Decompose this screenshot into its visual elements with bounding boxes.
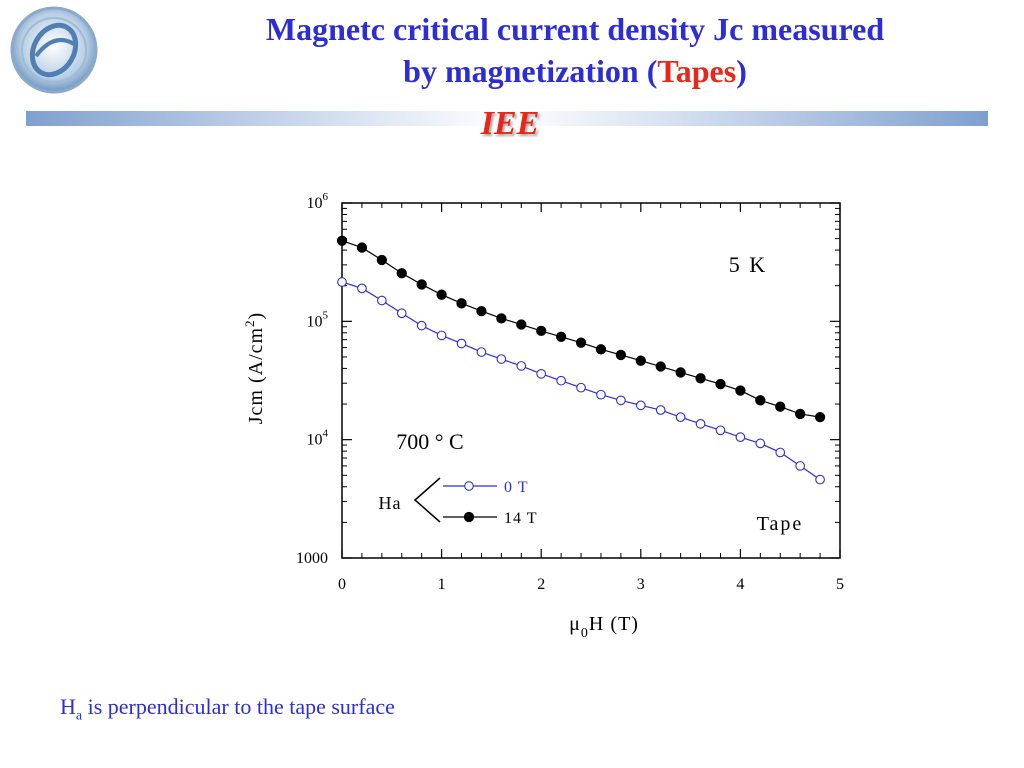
legend-label: 0 T: [504, 479, 528, 496]
y-tick-label: 106: [307, 191, 329, 212]
legend: 0 T 14 T: [413, 477, 537, 527]
data-point-14t: [595, 344, 607, 355]
data-point-0t: [655, 405, 666, 415]
data-point-0t: [436, 330, 447, 341]
legend-label: 14 T: [504, 510, 537, 527]
data-point-0t: [695, 419, 706, 429]
data-point-0t: [456, 338, 467, 349]
footnote-subscript: a: [75, 708, 83, 724]
x-tick-label: 4: [736, 576, 744, 593]
data-point-0t: [396, 308, 407, 319]
data-point-14t: [336, 235, 348, 246]
data-point-0t: [496, 354, 507, 364]
x-axis-label: μ0H (T): [569, 613, 639, 641]
y-tick-label: 104: [307, 428, 329, 449]
data-point-14t: [655, 361, 666, 372]
data-point-0t: [715, 425, 726, 436]
footnote: Ha is perpendicular to the tape surface: [60, 692, 395, 731]
data-point-14t: [635, 355, 646, 366]
data-point-14t: [536, 325, 547, 337]
x-tick-label: 5: [836, 576, 844, 593]
title-line-2-prefix: by magnetization (: [403, 53, 658, 89]
data-point-0t: [795, 461, 806, 471]
institute-logo: [10, 6, 98, 94]
data-point-0t: [476, 347, 487, 357]
data-point-14t: [695, 373, 706, 384]
legend-prefix: Ha: [379, 493, 402, 513]
legend-bracket: [413, 477, 441, 523]
data-point-14t: [476, 305, 487, 317]
annotation-anneal: 700 ° C: [396, 429, 463, 454]
series-group: [336, 235, 826, 485]
legend-marker: [463, 511, 475, 523]
y-tick-label: 1000: [296, 550, 328, 567]
data-point-14t: [456, 298, 467, 309]
footnote-symbol: H: [60, 694, 76, 719]
data-point-0t: [635, 400, 646, 411]
data-point-14t: [376, 254, 387, 266]
data-point-14t: [814, 411, 826, 423]
title-line-2-suffix: ): [736, 53, 747, 89]
data-point-0t: [755, 438, 766, 449]
data-point-0t: [576, 382, 586, 393]
data-point-14t: [715, 378, 726, 390]
data-point-14t: [436, 289, 447, 300]
annotation-sample: Tape: [757, 513, 804, 535]
data-point-0t: [516, 361, 527, 371]
data-point-14t: [795, 408, 806, 420]
data-point-14t: [615, 349, 627, 361]
decorative-band: [26, 111, 988, 126]
data-point-0t: [376, 295, 387, 306]
y-axis-label: Jcm (A/cm2): [242, 312, 267, 424]
data-point-14t: [396, 268, 407, 279]
slide-title: Magnetc critical current density Jc meas…: [150, 8, 1000, 92]
x-tick-label: 1: [438, 576, 446, 593]
title-line-2: by magnetization (Tapes): [150, 50, 1000, 92]
data-point-0t: [775, 447, 786, 458]
data-point-14t: [516, 319, 527, 330]
data-point-0t: [337, 277, 347, 287]
text-group: 5 K 700 ° C Tape μ0H (T) Jcm (A/cm2) Ha: [242, 252, 804, 641]
data-point-14t: [496, 313, 507, 324]
plot-frame: [341, 202, 841, 559]
data-point-0t: [536, 368, 547, 379]
slide-subtitle: IEE: [480, 105, 540, 142]
data-point-0t: [556, 375, 566, 386]
axes-group: 0 1 2 3 4 5 1000 104 105 106: [296, 191, 844, 593]
annotation-temperature: 5 K: [729, 252, 767, 277]
data-point-14t: [416, 279, 427, 290]
data-point-14t: [575, 337, 587, 348]
x-tick-label: 3: [637, 576, 645, 593]
data-point-0t: [416, 320, 427, 331]
data-point-0t: [735, 432, 746, 443]
title-line-1: Magnetc critical current density Jc meas…: [265, 11, 885, 47]
data-point-0t: [357, 283, 367, 294]
legend-marker: [464, 481, 474, 491]
title-highlight: Tapes: [657, 53, 737, 89]
data-point-0t: [675, 412, 686, 422]
y-tick-label: 105: [307, 309, 329, 330]
data-point-0t: [616, 395, 626, 406]
footnote-text: is perpendicular to the tape surface: [82, 694, 395, 719]
data-point-14t: [755, 395, 766, 406]
data-point-14t: [675, 367, 686, 378]
data-point-14t: [735, 385, 746, 396]
data-point-14t: [555, 331, 567, 342]
x-tick-label: 2: [537, 576, 545, 593]
data-point-14t: [775, 401, 786, 412]
data-point-0t: [815, 474, 825, 485]
data-point-14t: [356, 242, 368, 253]
x-tick-label: 0: [338, 576, 346, 593]
data-point-0t: [596, 389, 606, 400]
